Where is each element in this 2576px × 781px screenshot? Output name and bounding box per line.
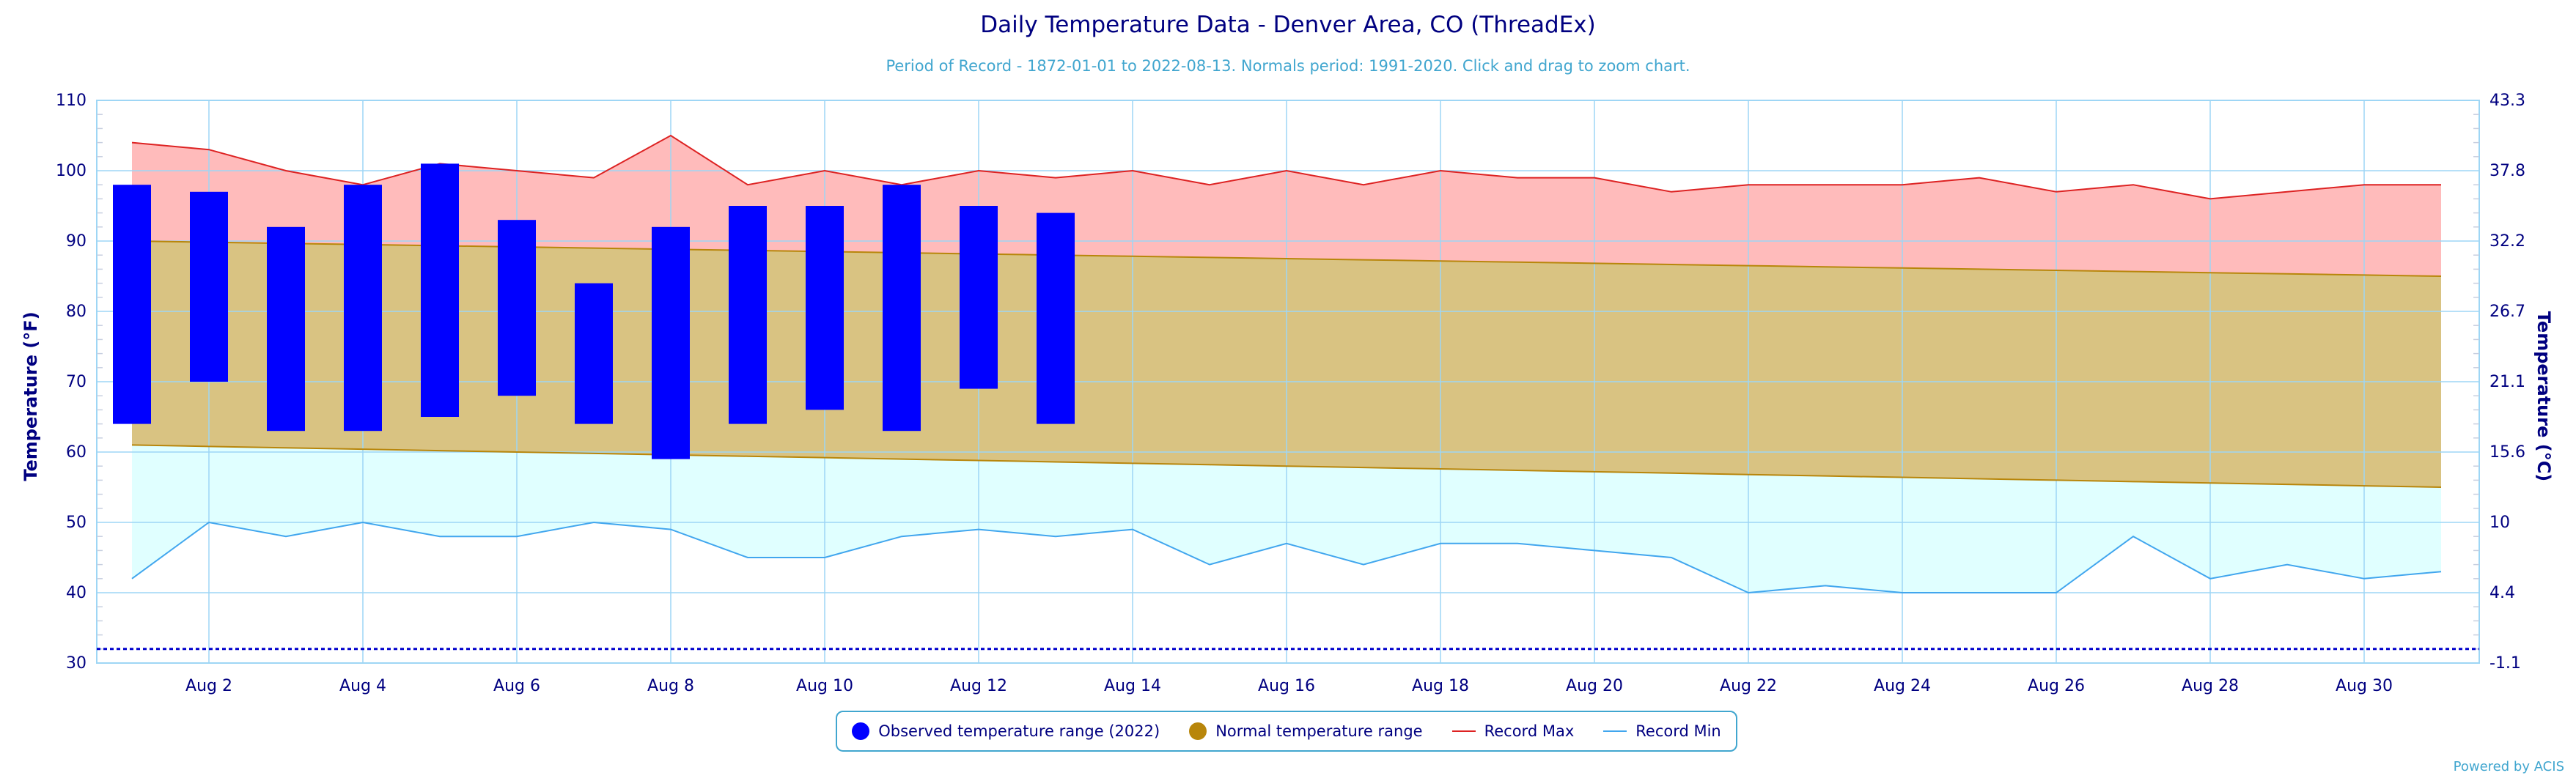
x-tick-label: Aug 12 bbox=[950, 677, 1007, 695]
chart-subtitle: Period of Record - 1872-01-01 to 2022-08… bbox=[886, 57, 1690, 75]
legend-item-record-min[interactable]: Record Min bbox=[1603, 722, 1721, 740]
y-tick-label-right: 4.4 bbox=[2489, 584, 2515, 602]
x-tick-label: Aug 6 bbox=[493, 677, 540, 695]
legend-label-record-max: Record Max bbox=[1484, 722, 1575, 740]
plot-area[interactable]: 30 -1.1 40 4.4 50 10 60 15.6 70 21.1 80 26.7 90 32.2 1… bbox=[56, 92, 2525, 695]
legend-item-record-max[interactable]: Record Max bbox=[1451, 722, 1575, 740]
normal-min-line bbox=[131, 444, 2442, 488]
x-tick-label: Aug 8 bbox=[647, 677, 694, 695]
y-tick-label-left: 30 bbox=[66, 654, 87, 673]
y-tick-label-left: 70 bbox=[66, 373, 87, 391]
x-tick-label: Aug 4 bbox=[339, 677, 386, 695]
observed-range-bar[interactable] bbox=[806, 206, 844, 410]
legend-label-normal: Normal temperature range bbox=[1215, 722, 1423, 740]
y-tick-label-left: 60 bbox=[66, 443, 87, 462]
y-tick-label-right: 15.6 bbox=[2489, 443, 2525, 462]
x-tick-label: Aug 22 bbox=[1720, 677, 1777, 695]
observed-range-bar[interactable] bbox=[960, 206, 998, 389]
legend-label-record-min: Record Min bbox=[1635, 722, 1721, 740]
record-min-swatch-icon bbox=[1603, 730, 1627, 732]
x-tick-label: Aug 16 bbox=[1258, 677, 1315, 695]
powered-by-credit[interactable]: Powered by ACIS bbox=[2453, 759, 2564, 774]
x-tick-label: Aug 24 bbox=[1874, 677, 1931, 695]
x-tick-label: Aug 10 bbox=[796, 677, 853, 695]
observed-range-bar[interactable] bbox=[190, 191, 228, 382]
legend: Observed temperature range (2022) Normal… bbox=[836, 711, 1737, 752]
legend-label-observed: Observed temperature range (2022) bbox=[878, 722, 1160, 740]
chart-title: Daily Temperature Data - Denver Area, CO… bbox=[980, 12, 1596, 38]
y-axis-title-left: Temperature (°F) bbox=[21, 311, 41, 481]
y-tick-label-left: 90 bbox=[66, 232, 87, 251]
observed-range-bar[interactable] bbox=[729, 206, 767, 424]
observed-range-bar[interactable] bbox=[883, 185, 921, 432]
observed-range-bar[interactable] bbox=[498, 220, 536, 396]
y-axis-title-right: Temperature (°C) bbox=[2533, 311, 2554, 482]
y-tick-label-right: 32.2 bbox=[2489, 232, 2525, 251]
observed-range-bar[interactable] bbox=[344, 185, 382, 432]
observed-range-bar[interactable] bbox=[267, 226, 305, 432]
y-tick-label-right: 21.1 bbox=[2489, 373, 2525, 391]
legend-item-observed[interactable]: Observed temperature range (2022) bbox=[852, 722, 1160, 740]
record-min-line[interactable] bbox=[131, 521, 2442, 594]
record-max-line[interactable] bbox=[131, 134, 2441, 200]
observed-range-bar[interactable] bbox=[575, 283, 613, 424]
x-tick-label: Aug 18 bbox=[1412, 677, 1469, 695]
record-max-swatch-icon bbox=[1451, 730, 1476, 732]
y-tick-label-left: 40 bbox=[66, 584, 87, 602]
y-tick-label-right: 26.7 bbox=[2489, 303, 2525, 321]
y-tick-label-right: -1.1 bbox=[2489, 654, 2521, 673]
observed-range-bar[interactable] bbox=[421, 163, 459, 417]
observed-swatch-icon bbox=[852, 722, 870, 740]
x-tick-label: Aug 30 bbox=[2336, 677, 2393, 695]
y-tick-label-left: 110 bbox=[56, 92, 87, 110]
y-tick-label-right: 10 bbox=[2489, 514, 2510, 532]
x-tick-label: Aug 14 bbox=[1104, 677, 1161, 695]
observed-range-bar[interactable] bbox=[113, 185, 151, 424]
normal-swatch-icon bbox=[1189, 722, 1207, 740]
observed-range-bar[interactable] bbox=[1037, 212, 1075, 424]
x-tick-label: Aug 20 bbox=[1566, 677, 1623, 695]
y-tick-label-left: 100 bbox=[56, 162, 87, 180]
y-tick-label-right: 43.3 bbox=[2489, 92, 2525, 110]
y-tick-label-left: 50 bbox=[66, 514, 87, 532]
x-tick-label: Aug 2 bbox=[185, 677, 232, 695]
x-tick-label: Aug 26 bbox=[2028, 677, 2085, 695]
observed-range-bar[interactable] bbox=[652, 226, 690, 459]
y-tick-label-left: 80 bbox=[66, 303, 87, 321]
legend-item-normal[interactable]: Normal temperature range bbox=[1189, 722, 1423, 740]
y-tick-label-right: 37.8 bbox=[2489, 162, 2525, 180]
x-tick-label: Aug 28 bbox=[2182, 677, 2239, 695]
